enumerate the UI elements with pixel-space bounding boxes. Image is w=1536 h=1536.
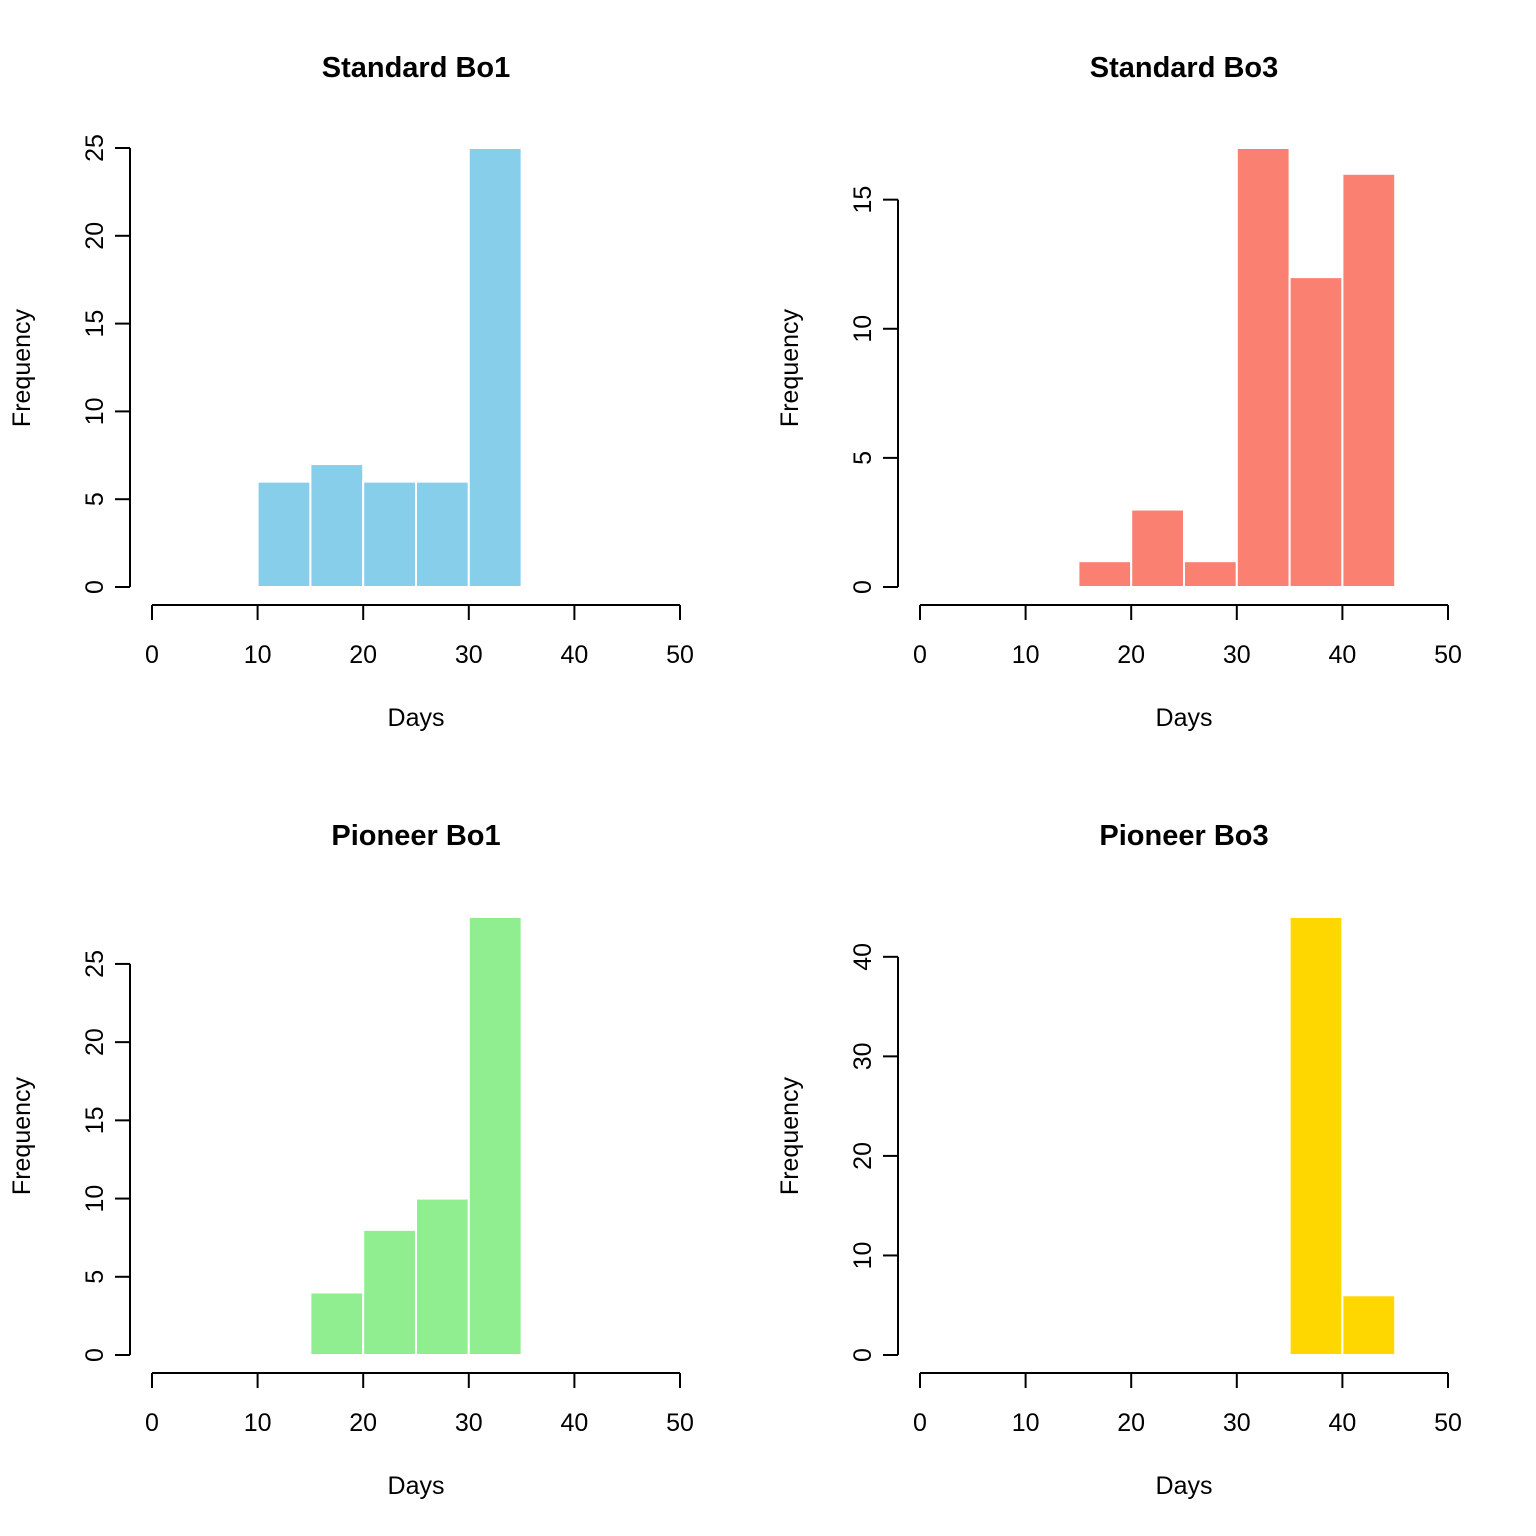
y-axis-label: Frequency — [776, 308, 804, 427]
histogram-bar — [1183, 560, 1238, 588]
y-axis-label: Frequency — [8, 1076, 36, 1195]
y-tick-label: 40 — [849, 943, 877, 971]
x-tick-label: 50 — [1434, 641, 1462, 669]
histogram-bar — [309, 463, 365, 588]
histogram-panel: Pioneer Bo3 0 10 20 30 40 0 10 20 30 40 50 Days Frequ… — [776, 820, 1462, 1500]
x-tick-label: 0 — [913, 641, 927, 669]
y-tick-label: 25 — [81, 950, 109, 978]
x-tick-label: 30 — [1223, 641, 1251, 669]
y-tick-label: 15 — [81, 1106, 109, 1134]
y-tick-label: 25 — [81, 134, 109, 162]
x-tick-label: 10 — [1012, 1409, 1040, 1437]
x-tick-label: 40 — [1328, 641, 1356, 669]
y-tick-label: 10 — [81, 397, 109, 425]
histogram-bar — [362, 480, 418, 589]
x-tick-label: 0 — [145, 641, 159, 669]
y-tick-label: 20 — [81, 1028, 109, 1056]
y-tick-label: 30 — [849, 1042, 877, 1070]
histogram-bar — [1130, 508, 1185, 589]
histogram-bar — [256, 480, 312, 589]
y-tick-label: 10 — [849, 315, 877, 343]
histogram-panel: Standard Bo3 0 5 10 15 0 10 20 30 40 50 Days Frequen… — [776, 52, 1462, 732]
y-tick-label: 0 — [849, 580, 877, 594]
y-tick-label: 15 — [81, 310, 109, 338]
x-tick-label: 50 — [666, 1409, 694, 1437]
x-tick-label: 30 — [455, 1409, 483, 1437]
y-tick-label: 10 — [849, 1242, 877, 1270]
x-tick-label: 50 — [666, 641, 694, 669]
histogram-panel: Pioneer Bo1 0 5 10 15 20 25 0 10 20 30 40 50 Days Freq… — [8, 820, 694, 1500]
x-tick-label: 30 — [1223, 1409, 1251, 1437]
x-axis-label: Days — [1156, 704, 1213, 732]
histogram-panel: Standard Bo1 0 5 10 15 20 25 0 10 20 30 40 50 Days Fre… — [8, 52, 694, 732]
y-tick-label: 5 — [81, 1270, 109, 1284]
y-tick-label: 0 — [81, 580, 109, 594]
histogram-bar — [362, 1228, 418, 1357]
x-tick-label: 0 — [145, 1409, 159, 1437]
x-tick-label: 40 — [560, 641, 588, 669]
x-tick-label: 40 — [1328, 1409, 1356, 1437]
y-tick-label: 10 — [81, 1185, 109, 1213]
y-tick-label: 15 — [849, 186, 877, 214]
y-tick-label: 20 — [81, 222, 109, 250]
histogram-bar — [1077, 560, 1133, 588]
x-tick-label: 40 — [560, 1409, 588, 1437]
histogram-bar — [1288, 916, 1344, 1356]
x-axis-label: Days — [1156, 1472, 1213, 1500]
x-tick-label: 20 — [349, 641, 377, 669]
y-tick-label: 20 — [849, 1142, 877, 1170]
histogram-bar — [1288, 276, 1344, 588]
x-tick-label: 0 — [913, 1409, 927, 1437]
x-tick-label: 20 — [1117, 641, 1145, 669]
chart-title: Pioneer Bo3 — [1099, 820, 1268, 852]
y-tick-label: 5 — [849, 451, 877, 465]
x-tick-label: 10 — [1012, 641, 1040, 669]
chart-title: Standard Bo3 — [1090, 52, 1279, 84]
histogram-bar — [1341, 172, 1397, 589]
x-tick-label: 10 — [244, 1409, 272, 1437]
histogram-bar — [1235, 147, 1291, 588]
y-axis-label: Frequency — [8, 308, 36, 427]
chart-title: Pioneer Bo1 — [331, 820, 500, 852]
histogram-bar — [415, 1197, 470, 1356]
x-tick-label: 30 — [455, 641, 483, 669]
x-tick-label: 20 — [1117, 1409, 1145, 1437]
histogram-bar — [309, 1291, 365, 1357]
x-axis-label: Days — [388, 1472, 445, 1500]
histogram-bar — [467, 916, 523, 1356]
histogram-bar — [467, 147, 523, 588]
y-tick-label: 0 — [849, 1348, 877, 1362]
x-tick-label: 10 — [244, 641, 272, 669]
x-axis-label: Days — [388, 704, 445, 732]
y-tick-label: 5 — [81, 492, 109, 506]
y-tick-label: 0 — [81, 1348, 109, 1362]
histogram-bar — [415, 480, 470, 589]
y-axis-label: Frequency — [776, 1076, 804, 1195]
x-tick-label: 20 — [349, 1409, 377, 1437]
chart-title: Standard Bo1 — [322, 52, 511, 84]
histogram-bar — [1341, 1294, 1397, 1356]
x-tick-label: 50 — [1434, 1409, 1462, 1437]
